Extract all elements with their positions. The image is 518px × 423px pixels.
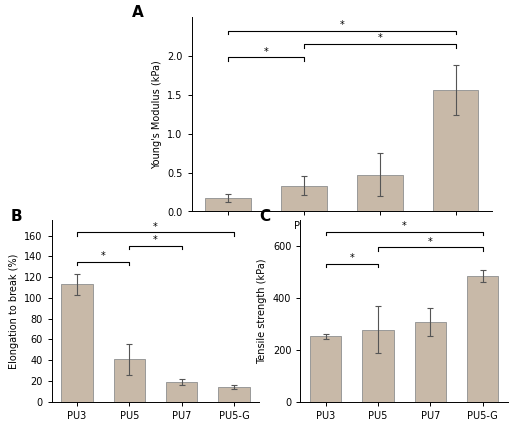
Text: *: * <box>153 222 158 232</box>
Bar <box>467 276 498 402</box>
Text: *: * <box>339 20 344 30</box>
Text: A: A <box>132 5 143 20</box>
Y-axis label: Elongation to break (%): Elongation to break (%) <box>9 253 19 368</box>
Bar <box>281 186 327 212</box>
Bar <box>218 387 250 402</box>
Text: *: * <box>378 33 382 44</box>
Bar <box>113 359 145 402</box>
Bar <box>414 322 446 402</box>
Bar <box>310 336 341 402</box>
Text: *: * <box>401 221 407 231</box>
Text: C: C <box>259 209 270 224</box>
Y-axis label: Young's Modulus (kPa): Young's Modulus (kPa) <box>152 60 162 169</box>
Y-axis label: Tensile strength (kPa): Tensile strength (kPa) <box>257 258 267 364</box>
Bar <box>357 175 402 212</box>
Text: *: * <box>100 251 106 261</box>
Bar <box>433 90 479 212</box>
Text: *: * <box>428 236 433 247</box>
Text: *: * <box>153 235 158 245</box>
Bar <box>205 198 251 212</box>
Text: B: B <box>10 209 22 224</box>
Bar <box>61 284 93 402</box>
Text: *: * <box>349 253 354 264</box>
Bar <box>166 382 197 402</box>
Bar <box>362 330 394 402</box>
Text: *: * <box>264 47 268 57</box>
